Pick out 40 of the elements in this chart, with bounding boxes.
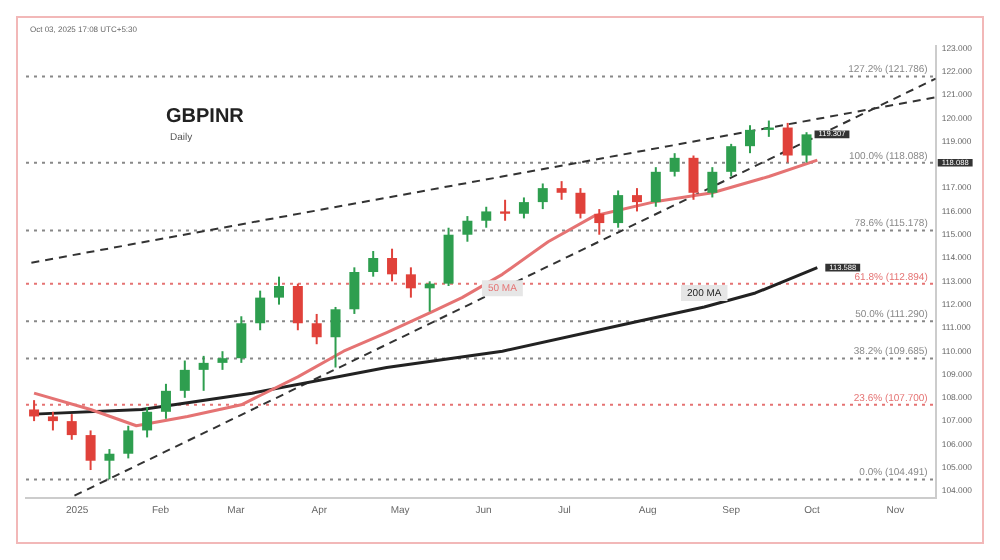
- candlestick: [688, 154, 699, 201]
- candlestick: [669, 152, 680, 178]
- text: GBPINR: [166, 106, 246, 128]
- candlestick: [613, 189, 624, 229]
- candlestick: [29, 399, 40, 423]
- candlestick: [349, 266, 360, 315]
- candlestick: [745, 124, 756, 155]
- candlestick: [236, 315, 247, 364]
- candlestick: [160, 382, 171, 420]
- candlestick: [405, 266, 416, 299]
- candlestick: [179, 359, 190, 399]
- candlestick: [66, 413, 77, 441]
- candlestick: [726, 142, 737, 178]
- candlestick: [594, 208, 605, 236]
- candlestick: [801, 131, 812, 164]
- candlestick: [85, 429, 96, 472]
- candlestick: [142, 406, 153, 439]
- candlestick: [274, 275, 284, 306]
- candlestick: [292, 282, 303, 332]
- candlestick: [330, 305, 341, 369]
- candlestick: [368, 250, 379, 278]
- candlestick: [650, 166, 661, 208]
- candlestick: [462, 215, 473, 243]
- candlestick: [631, 187, 642, 213]
- candlestick: [782, 121, 793, 164]
- candlestick: [500, 198, 511, 222]
- candlestick: [198, 354, 209, 392]
- candlestick: [217, 350, 228, 371]
- candlestick: [518, 196, 529, 220]
- candlestick: [123, 424, 134, 460]
- candlestick: [387, 247, 398, 283]
- candlestick: [556, 180, 567, 201]
- candlestick: [575, 187, 586, 220]
- candlestick: [47, 410, 58, 432]
- candlestick: [707, 166, 718, 199]
- candlestick: [311, 312, 322, 346]
- candlestick: [481, 205, 492, 229]
- candlestick: [537, 182, 548, 211]
- candlestick: [255, 289, 266, 332]
- candlestick: [104, 448, 115, 481]
